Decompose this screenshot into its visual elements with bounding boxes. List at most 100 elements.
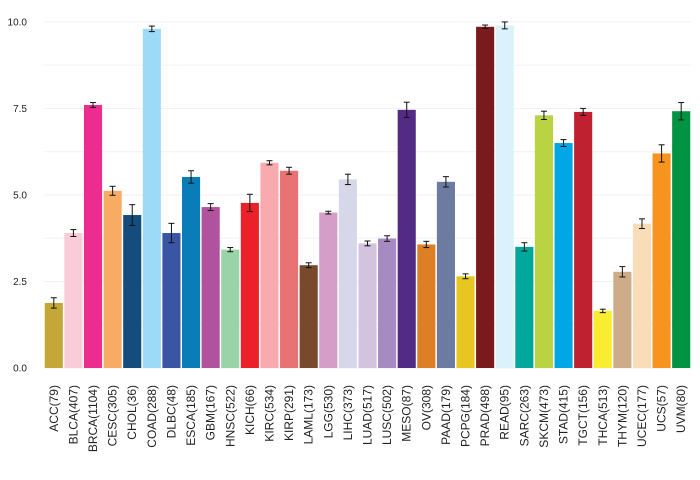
error-bar <box>580 107 587 116</box>
bar-ucec <box>632 223 652 368</box>
error-bar <box>227 247 234 253</box>
error-bar <box>403 101 410 118</box>
error-bar <box>109 185 116 196</box>
x-axis-labels: ACC(79) BLCA(407) BRCA(1104) CESC(305) CHOL(… <box>47 385 688 452</box>
error-bar <box>384 235 391 242</box>
y-tick-label: 5.0 <box>13 190 27 201</box>
x-tick-label: UVM(80) <box>674 385 688 433</box>
x-tick-label: UCS(57) <box>655 385 669 432</box>
bar-paad <box>436 181 455 368</box>
bar-ucs <box>652 153 671 368</box>
bar-luad <box>358 243 377 368</box>
bar-kirp <box>280 170 299 368</box>
x-tick-label: PAAD(179) <box>439 385 453 445</box>
error-bar <box>482 24 489 29</box>
bar-brca <box>83 104 103 368</box>
bar-laml <box>299 265 318 368</box>
bar-prad <box>476 26 495 369</box>
bar-stad <box>554 143 573 368</box>
x-tick-label: BLCA(407) <box>66 385 80 444</box>
bar-meso <box>397 109 416 368</box>
x-tick-label: DLBC(48) <box>164 385 178 438</box>
x-tick-label: CHOL(36) <box>125 385 139 440</box>
bar-read <box>495 25 514 368</box>
error-bar <box>90 102 97 108</box>
x-tick-label: READ(95) <box>498 385 512 440</box>
bar-coad <box>142 28 161 368</box>
x-tick-label: LAML(173) <box>302 385 316 444</box>
bar-kich <box>240 202 259 368</box>
x-tick-label: ESCA(185) <box>184 385 198 446</box>
error-bars <box>50 21 685 314</box>
y-tick-label: 2.5 <box>13 277 27 288</box>
x-tick-label: HNSC(522) <box>223 385 237 447</box>
bar-kirc <box>260 162 279 368</box>
error-bar <box>50 297 57 309</box>
bar-uvm <box>672 111 691 368</box>
x-tick-label: ACC(79) <box>47 385 61 432</box>
x-tick-label: PCPG(184) <box>459 385 473 447</box>
bar-thym <box>613 271 632 368</box>
bar-acc <box>44 302 63 368</box>
error-bar <box>501 21 508 30</box>
bar-skcm <box>534 115 554 368</box>
x-tick-label: MESO(87) <box>400 385 414 442</box>
error-bar <box>70 229 77 237</box>
error-bar <box>638 218 645 230</box>
error-bar <box>560 139 567 148</box>
x-tick-label: KICH(66) <box>243 385 257 435</box>
bar-gbm <box>201 207 220 368</box>
x-tick-label: THCA(513) <box>596 385 610 446</box>
bar-lihc <box>338 179 357 368</box>
x-tick-label: THYM(120) <box>615 385 629 447</box>
bar-blca <box>64 233 83 368</box>
error-bar <box>246 193 253 213</box>
bar-lgg <box>319 212 338 368</box>
bar-dlbc <box>162 233 181 368</box>
y-axis-ticks: 0.0 2.5 5.0 7.5 10.0 <box>8 17 28 374</box>
x-tick-label: KIRC(534) <box>262 385 276 442</box>
error-bar <box>678 102 685 121</box>
bar-sarc <box>515 246 534 368</box>
x-tick-label: PRAD(498) <box>478 385 492 446</box>
bars <box>44 25 691 369</box>
x-tick-label: BRCA(1104) <box>86 385 100 452</box>
y-tick-label: 0.0 <box>13 364 27 375</box>
x-tick-label: TGCT(156) <box>576 385 590 446</box>
error-bar <box>266 160 273 166</box>
error-bar <box>325 210 332 215</box>
bar-ov <box>417 244 436 368</box>
error-bar <box>658 144 665 163</box>
bar-thca <box>593 310 612 368</box>
x-tick-label: COAD(288) <box>145 385 159 448</box>
x-tick-label: SKCM(473) <box>537 385 551 448</box>
x-tick-label: LIHC(373) <box>341 385 355 440</box>
x-tick-label: OV(308) <box>419 385 433 430</box>
bar-chol <box>123 215 142 368</box>
error-bar <box>168 222 175 244</box>
x-tick-label: LUSC(502) <box>380 385 394 445</box>
error-bar <box>521 242 528 252</box>
error-bar <box>462 273 469 280</box>
bar-pcpg <box>456 276 475 368</box>
error-bar <box>286 166 293 175</box>
error-bar <box>305 262 312 269</box>
x-tick-label: LGG(530) <box>321 385 335 438</box>
error-bar <box>540 110 547 121</box>
error-bar <box>344 173 351 186</box>
x-tick-label: STAD(415) <box>557 385 571 444</box>
error-bar <box>188 170 195 184</box>
bar-esca <box>181 176 201 368</box>
error-bar <box>619 266 626 278</box>
bar-hnsc <box>221 249 240 368</box>
bar-cesc <box>103 190 122 368</box>
x-tick-label: SARC(263) <box>517 385 531 446</box>
error-bar <box>129 204 136 226</box>
x-tick-label: CESC(305) <box>106 385 120 446</box>
y-tick-label: 10.0 <box>8 17 28 28</box>
bar-lusc <box>378 238 397 368</box>
x-tick-label: KIRP(291) <box>282 385 296 441</box>
x-tick-label: LUAD(517) <box>361 385 375 445</box>
